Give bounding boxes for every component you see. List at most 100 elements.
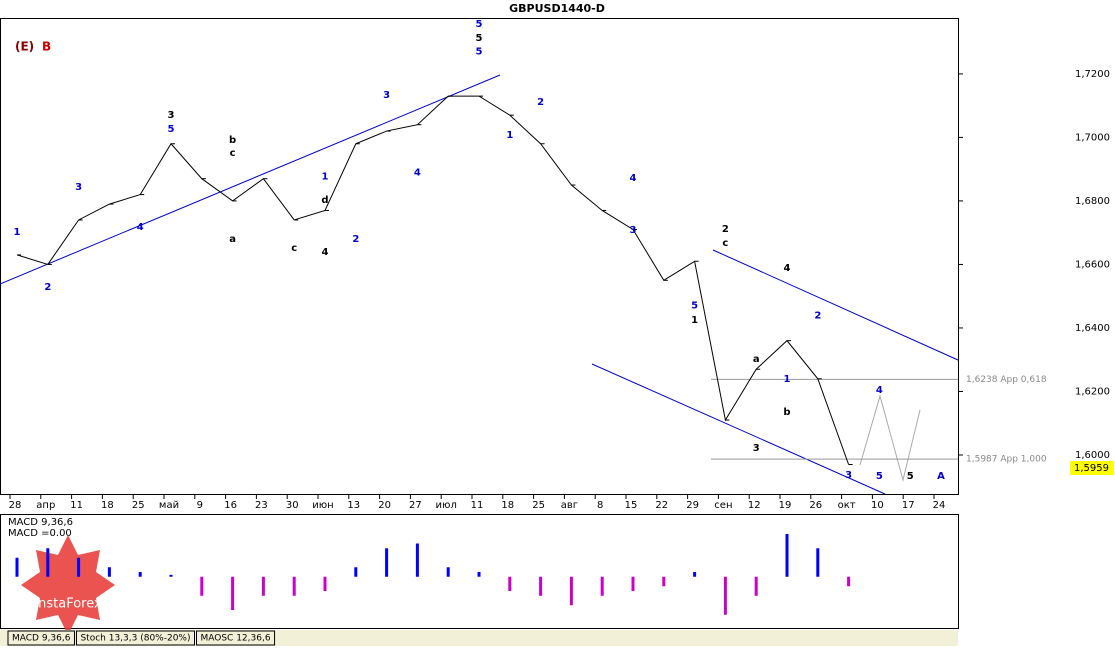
x-tick-label: апр (36, 500, 55, 511)
wave-label: d (321, 195, 328, 206)
y-tick-label: 1,6800 (1075, 196, 1110, 207)
macd-bar (200, 576, 204, 596)
wave-label: 2 (352, 234, 359, 245)
wave-label: a (753, 354, 760, 365)
level-label: 1,6238 App 0,618 (966, 375, 1047, 385)
wave-label: 1 (506, 130, 513, 141)
macd-bar (415, 543, 419, 577)
wave-label: 5 (876, 471, 883, 482)
x-tick-label: 24 (933, 500, 946, 511)
macd-bar (169, 574, 173, 577)
wave-label: 1 (691, 315, 698, 326)
macd-bar (15, 557, 19, 577)
macd-bar (138, 572, 142, 577)
x-tick-label: 19 (779, 500, 792, 511)
wave-label: 2 (537, 97, 544, 108)
tab-frame (196, 630, 276, 646)
macd-bar (261, 576, 265, 596)
x-tick-label: сен (714, 500, 732, 511)
x-tick-label: 28 (9, 500, 22, 511)
wave-label: 4 (414, 167, 421, 178)
wave-label: c (291, 243, 297, 254)
macd-bar (723, 576, 727, 615)
wave-label: c (230, 148, 236, 159)
macd-bar (816, 548, 820, 577)
x-tick-label: 10 (871, 500, 884, 511)
macd-bar (693, 572, 697, 577)
macd-bar (477, 572, 481, 577)
macd-bar (785, 534, 789, 577)
header-label: B (42, 40, 51, 54)
wave-label: 3 (75, 182, 82, 193)
logo-text: InstaForex (34, 597, 102, 612)
wave-label: 2 (44, 282, 51, 293)
x-tick-label: июн (312, 500, 333, 511)
x-tick-label: 18 (101, 500, 114, 511)
macd-bar (631, 576, 635, 591)
wave-label: A (937, 471, 945, 482)
channel-top (712, 249, 959, 361)
wave-label: 4 (137, 222, 144, 233)
logo: InstaForex (21, 535, 115, 635)
macd-label: MACD 9,36,6 (8, 517, 73, 528)
last-price-label: 1,5959 (1074, 463, 1109, 474)
x-tick-label: 25 (132, 500, 145, 511)
trend-line (0, 74, 501, 285)
tab: MACD 9,36,6 (12, 634, 71, 644)
x-tick-label: 23 (255, 500, 268, 511)
wave-label: 4 (322, 247, 329, 258)
wave-label: 4 (876, 385, 883, 396)
x-tick-label: 20 (378, 500, 391, 511)
macd-value: MACD =0.00 (8, 528, 72, 539)
tab-frame (75, 630, 195, 646)
level-label: 1,5987 App 1,000 (966, 455, 1047, 465)
tab-bar (0, 630, 958, 646)
macd-bar (46, 548, 50, 577)
header-label: (E) (15, 40, 34, 54)
macd-bar (539, 576, 543, 596)
x-tick-label: 22 (655, 500, 668, 511)
y-tick-label: 1,7200 (1075, 69, 1110, 80)
wave-label: 4 (784, 263, 791, 274)
wave-label: 5 (691, 301, 698, 312)
x-tick-label: 15 (625, 500, 638, 511)
wave-label: c (722, 238, 728, 249)
macd-bar (354, 567, 358, 577)
wave-label: 5 (168, 124, 175, 135)
macd-bar (107, 567, 111, 577)
wave-label: 3 (168, 110, 175, 121)
x-tick-label: 17 (902, 500, 915, 511)
x-tick-label: 29 (686, 500, 699, 511)
x-tick-label: 8 (597, 500, 603, 511)
macd-bar (292, 576, 296, 596)
macd-bar (600, 576, 604, 596)
x-tick-label: 18 (501, 500, 514, 511)
macd-bar (231, 576, 235, 610)
macd-bar (508, 576, 512, 591)
x-tick-label: 16 (224, 500, 237, 511)
y-tick-label: 1,6200 (1075, 386, 1110, 397)
wave-label: 5 (476, 33, 483, 44)
x-tick-label: 9 (197, 500, 203, 511)
macd-bar (446, 567, 450, 577)
wave-label: 1 (784, 374, 791, 385)
macd-bar (77, 557, 81, 577)
wave-label: 3 (383, 90, 390, 101)
macd-bar (847, 576, 851, 587)
macd-frame (0, 514, 959, 629)
wave-label: 2 (722, 224, 729, 235)
wave-label: 1 (322, 171, 329, 182)
x-tick-label: 26 (809, 500, 822, 511)
wave-label: 4 (630, 173, 637, 184)
wave-label: 3 (753, 443, 760, 454)
macd-bar (385, 548, 389, 577)
wave-label: 3 (630, 225, 637, 236)
wave-label: 5 (907, 471, 914, 482)
x-tick-label: 11 (471, 500, 484, 511)
wave-label: 3 (845, 470, 852, 481)
wave-label: b (783, 407, 790, 418)
macd-bar (662, 576, 666, 587)
wave-label: 2 (814, 310, 821, 321)
y-tick-label: 1,7000 (1075, 132, 1110, 143)
tab: Stoch 13,3,3 (80%-20%) (80, 634, 190, 644)
